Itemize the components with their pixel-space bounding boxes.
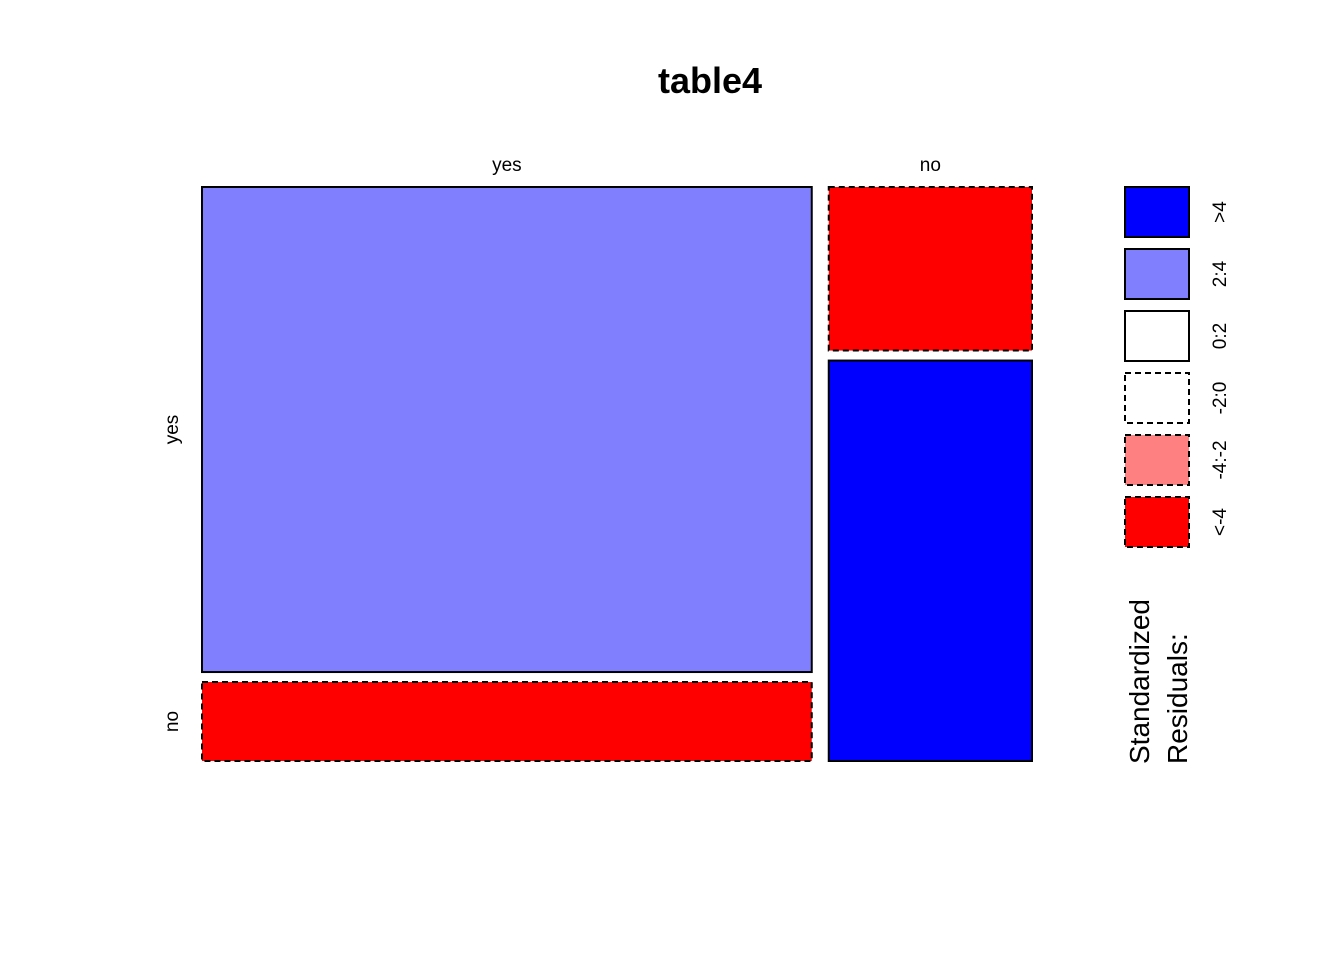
legend-swatch-3 bbox=[1124, 372, 1190, 424]
column-label-yes: yes bbox=[492, 155, 522, 176]
legend-label-0: >4 bbox=[1210, 201, 1231, 223]
mosaic-cell-yes-no bbox=[201, 681, 813, 762]
legend-label-4: -4:-2 bbox=[1210, 440, 1231, 479]
row-label-no: no bbox=[162, 711, 183, 732]
row-labels: yes no bbox=[162, 415, 183, 732]
legend-swatch-5 bbox=[1124, 496, 1190, 548]
legend-title-line1: Standardized bbox=[1124, 599, 1155, 764]
mosaic-cell-no-yes bbox=[827, 186, 1033, 352]
legend: >4 2:4 0:2 -2:0 -4:-2 <-4 Standardized Residu… bbox=[1124, 186, 1231, 764]
chart-title: table4 bbox=[658, 60, 762, 101]
legend-label-1: 2:4 bbox=[1210, 260, 1231, 287]
legend-label-5: <-4 bbox=[1210, 508, 1231, 536]
row-label-yes: yes bbox=[162, 415, 183, 445]
column-labels: yes no bbox=[492, 155, 941, 176]
mosaic-cell-yes-yes bbox=[201, 186, 813, 674]
legend-entries: >4 2:4 0:2 -2:0 -4:-2 <-4 bbox=[1124, 186, 1231, 548]
legend-swatch-4 bbox=[1124, 434, 1190, 486]
legend-swatch-2 bbox=[1124, 310, 1190, 362]
mosaic-cell-no-no bbox=[827, 359, 1033, 762]
legend-swatch-0 bbox=[1124, 186, 1190, 238]
mosaic-cells bbox=[201, 186, 1033, 762]
legend-label-3: -2:0 bbox=[1210, 382, 1231, 415]
column-label-no: no bbox=[920, 155, 941, 176]
legend-title-line2: Residuals: bbox=[1162, 633, 1193, 764]
legend-label-2: 0:2 bbox=[1210, 323, 1231, 349]
legend-swatch-1 bbox=[1124, 248, 1190, 300]
